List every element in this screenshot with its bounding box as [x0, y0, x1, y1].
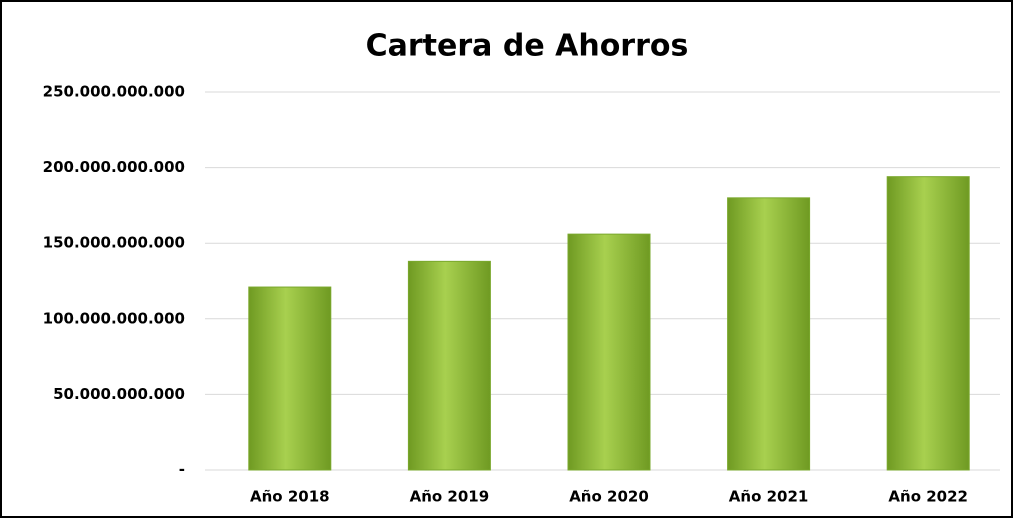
- y-tick-label: 50.000.000.000: [53, 385, 185, 403]
- y-tick-label: 200.000.000.000: [43, 158, 185, 176]
- y-tick-label: 100.000.000.000: [43, 309, 185, 327]
- x-tick-label: Año 2020: [569, 488, 649, 506]
- y-tick-label: 150.000.000.000: [43, 234, 185, 252]
- y-tick-label: -: [179, 461, 185, 479]
- x-tick-label: Año 2022: [888, 488, 968, 506]
- bar: [567, 233, 651, 471]
- x-tick-label: Año 2021: [729, 488, 809, 506]
- bar: [727, 197, 811, 471]
- x-tick-label: Año 2019: [410, 488, 490, 506]
- bar: [886, 176, 970, 471]
- y-tick-label: 250.000.000.000: [43, 83, 185, 101]
- bar: [407, 260, 491, 471]
- x-tick-label: Año 2018: [250, 488, 330, 506]
- bar: [248, 286, 332, 471]
- chart-title: Cartera de Ahorros: [366, 29, 689, 64]
